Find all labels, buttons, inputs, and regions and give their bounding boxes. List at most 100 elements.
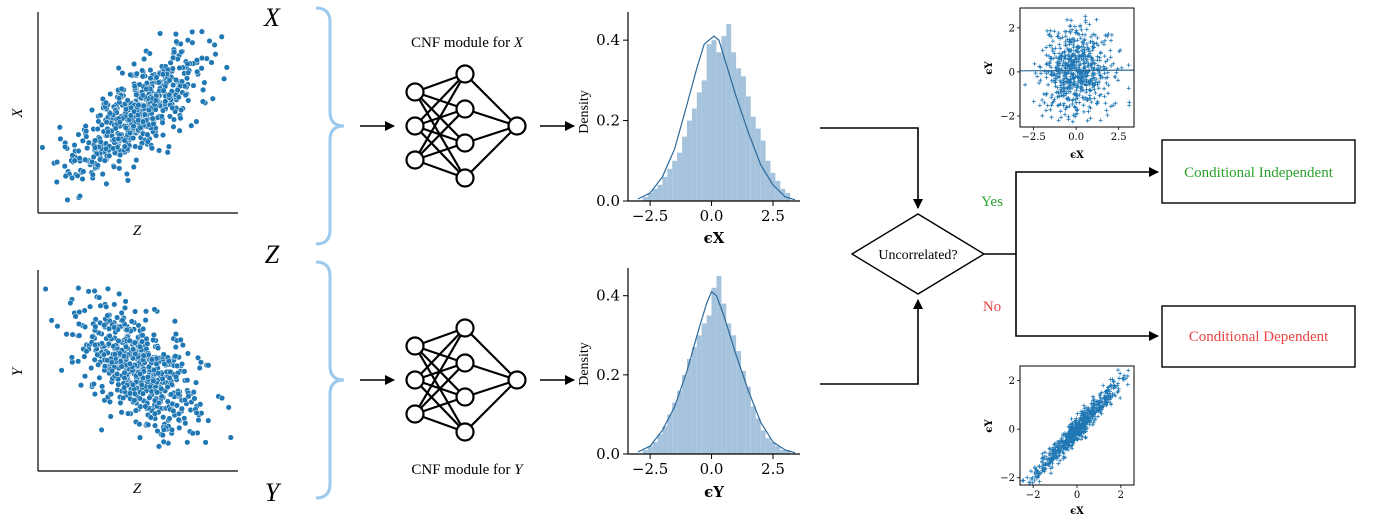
scatter-point <box>99 383 106 390</box>
x-tick-label: 2.5 <box>761 207 785 225</box>
scatter-point <box>123 170 130 178</box>
scatter-point <box>133 157 140 164</box>
scatter-point <box>141 111 148 118</box>
y-tick-label: −2 <box>1000 473 1015 484</box>
scatter-point <box>166 77 173 84</box>
scatter-point <box>134 112 142 119</box>
network-node <box>405 150 425 170</box>
hist-bar <box>652 188 658 201</box>
result-box-dependent <box>1161 305 1356 368</box>
y-tick-label: 0.4 <box>596 287 620 305</box>
hist-bar <box>721 36 727 201</box>
scatter-point <box>182 91 189 99</box>
network-node <box>507 370 527 390</box>
scatter-point <box>140 352 147 359</box>
scatter-point <box>61 163 68 170</box>
axis-label-x: ϵX <box>1070 506 1084 517</box>
scatter-point <box>165 143 172 150</box>
hist-bar <box>770 172 776 201</box>
network-node <box>455 99 475 119</box>
scatter-point <box>178 405 185 412</box>
scatter-point <box>147 75 154 82</box>
network-node <box>455 64 475 84</box>
scatter-point <box>209 95 216 102</box>
axis-label-x: Z <box>133 481 142 497</box>
scatter-point <box>198 65 205 72</box>
y-tick-label: 0.0 <box>596 192 620 210</box>
scatter-point <box>146 50 153 57</box>
scatter-point <box>85 288 92 295</box>
scatter-point <box>167 59 174 66</box>
scatter-point <box>129 381 136 388</box>
scatter-point <box>166 113 173 120</box>
hist-bar <box>667 168 673 201</box>
hist-bar <box>775 180 781 201</box>
scatter-point <box>84 145 91 152</box>
scatter-point <box>172 373 180 380</box>
branch-no-line <box>1015 254 1159 341</box>
scatter-point <box>76 193 83 200</box>
scatter-point <box>147 414 154 421</box>
scatter-point <box>121 374 128 382</box>
scatter-point <box>89 171 96 178</box>
flow-line-y-to-decision <box>820 299 923 385</box>
scatter-point <box>88 158 96 165</box>
scatter-point <box>166 415 173 422</box>
scatter-point <box>128 318 135 325</box>
hist-bar <box>711 287 717 454</box>
hist-bar <box>677 152 682 201</box>
hist-bar <box>775 446 781 454</box>
scatter-point <box>69 331 76 338</box>
flow-line-x-to-decision <box>820 127 923 209</box>
scatter-point <box>114 314 121 321</box>
scatter-point <box>202 439 209 446</box>
scatter-point <box>110 163 118 170</box>
scatter-point <box>104 312 111 319</box>
scatter-point <box>225 404 232 411</box>
hist-bar <box>657 434 663 454</box>
network-node <box>405 82 425 102</box>
scatter-point <box>105 128 112 135</box>
scatter-point <box>170 407 177 414</box>
scatter-point <box>64 196 71 203</box>
scatter-point <box>150 120 157 127</box>
scatter-point <box>101 322 108 329</box>
axis-label-y: Density <box>577 342 592 386</box>
scatter-point <box>147 67 154 74</box>
hist-bar <box>662 176 668 201</box>
scatter-point <box>160 351 167 358</box>
scatter-point <box>106 152 113 159</box>
hist-bar <box>647 446 653 454</box>
scatter-point <box>75 285 82 292</box>
scatter-point <box>160 426 167 433</box>
scatter-point <box>151 410 158 417</box>
scatter-point <box>181 415 188 422</box>
eps-scatter-correlated: −2 0 2 −2 0 2 ϵY ϵX <box>984 365 1135 517</box>
scatter-point <box>175 94 182 101</box>
scatter-point <box>176 424 183 431</box>
x-tick-label: 2 <box>1118 490 1124 501</box>
scatter-point <box>72 313 79 320</box>
scatter-point <box>151 366 158 373</box>
scatter-point <box>137 144 144 151</box>
scatter-point <box>189 39 196 46</box>
scatter-point <box>120 353 128 360</box>
scatter-point <box>184 350 191 357</box>
scatter-point <box>62 143 69 150</box>
scatter-point <box>82 323 89 330</box>
network-edge <box>464 327 518 381</box>
scatter-point <box>172 353 179 360</box>
scatter-point <box>54 323 61 330</box>
hist-bar <box>706 315 712 454</box>
scatter-point <box>151 306 158 313</box>
scatter-point <box>130 163 137 171</box>
scatter-point <box>69 152 76 159</box>
y-tick-label: 0.2 <box>596 112 620 130</box>
scatter-point <box>139 92 146 99</box>
scatter-point <box>118 85 125 92</box>
scatter-point <box>148 145 155 152</box>
x-tick-label: −2.5 <box>632 460 668 478</box>
scatter-point <box>148 356 155 363</box>
scatter-point <box>212 51 219 58</box>
scatter-point <box>119 317 126 324</box>
